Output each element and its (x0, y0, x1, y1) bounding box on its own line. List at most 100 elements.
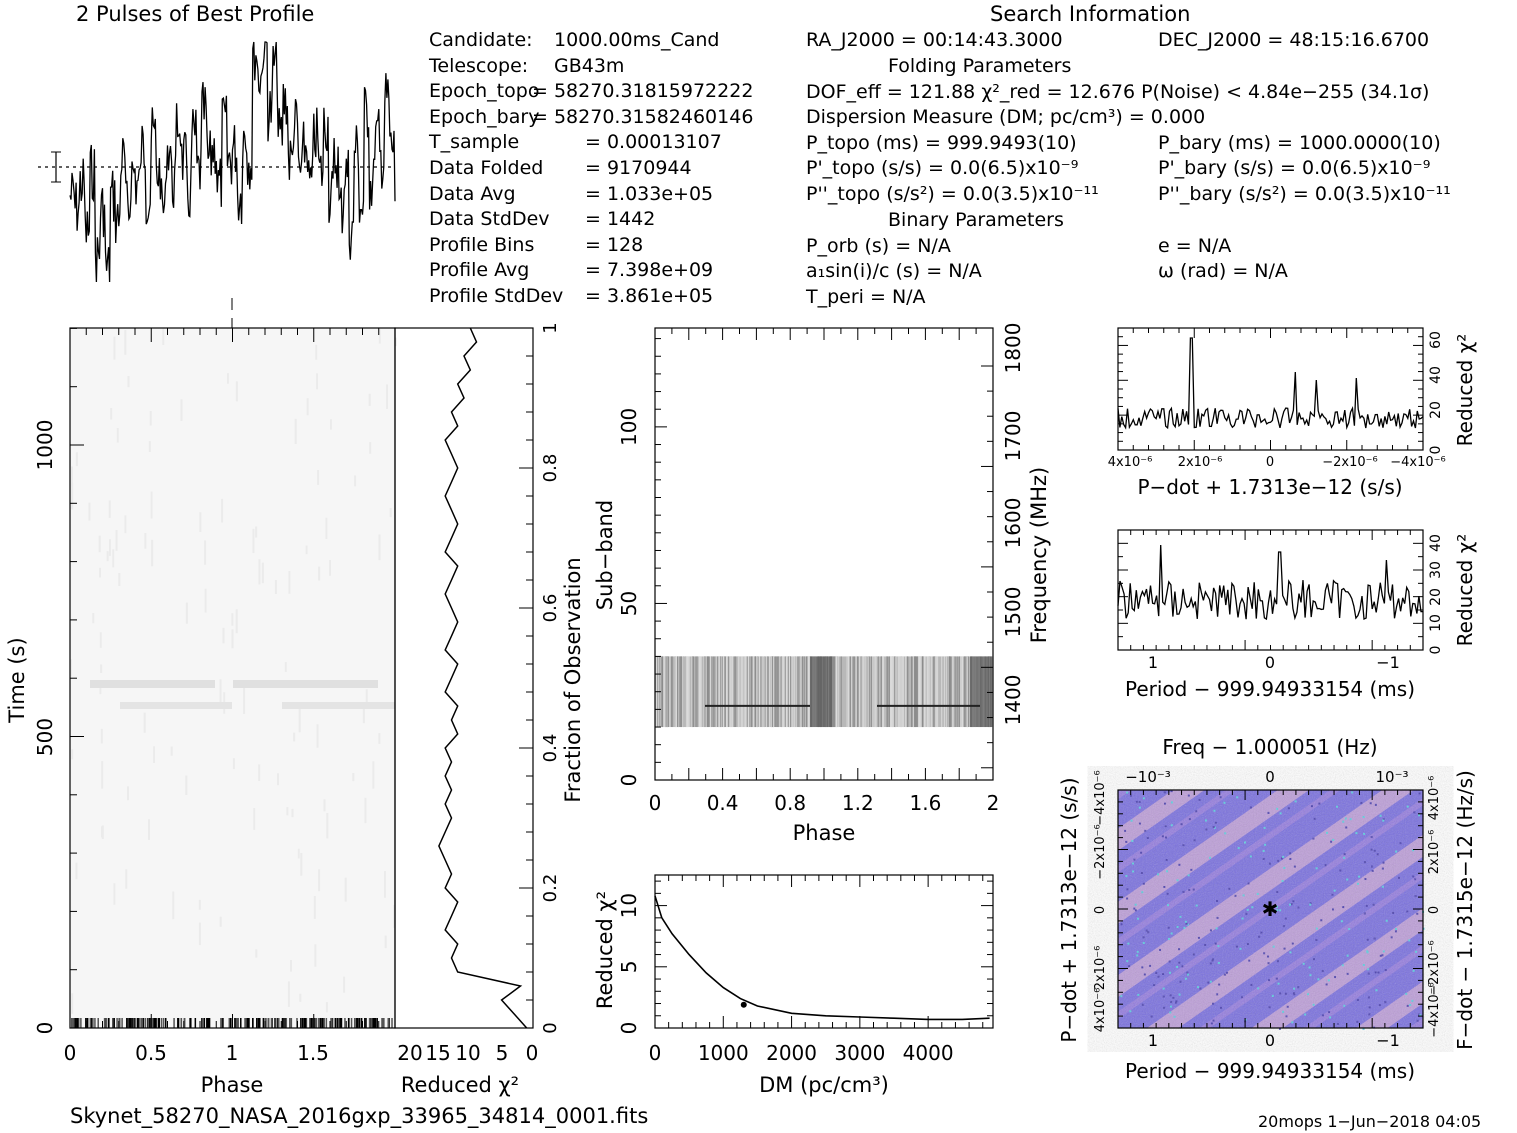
time-phase-bottom-row (201, 1018, 203, 1028)
subband-streak (698, 656, 700, 728)
x-tick-label: −1 (1376, 1031, 1400, 1050)
time-phase-speck (255, 949, 258, 958)
time-phase-speck (101, 761, 104, 789)
subband-streak (741, 656, 743, 728)
subband-streak (748, 656, 751, 728)
time-phase-bg (70, 328, 395, 1028)
time-phase-bottom-row (336, 1018, 338, 1028)
info-value-10: = 3.861e+05 (585, 285, 714, 307)
subband-streak (834, 656, 836, 728)
subband-streak (875, 656, 877, 728)
subband-streak (893, 656, 895, 728)
time-phase-speck (204, 540, 207, 565)
subband-streak (867, 656, 869, 728)
subband-streak (931, 656, 933, 728)
subband-streak (716, 656, 718, 728)
x-tick-label: 5 (496, 1041, 509, 1065)
time-phase-speck (364, 797, 367, 824)
chi2-time-line (438, 327, 528, 1029)
time-phase-band (282, 702, 395, 709)
time-phase-bottom-row (357, 1018, 359, 1028)
info-label-4: T_sample (429, 131, 520, 154)
time-phase-speck (226, 373, 229, 384)
y-tick-label: 60 (1428, 331, 1444, 349)
subband-streak (809, 656, 811, 728)
time-phase-speck (71, 749, 74, 760)
subband-streak (853, 656, 855, 728)
subband-streak (799, 656, 801, 728)
time-phase-bottom-row (94, 1018, 96, 1028)
subband-streak (766, 656, 768, 728)
time-phase-bottom-row (80, 1018, 82, 1028)
y-axis-label: P−dot + 1.7313e−12 (s/s) (1057, 777, 1081, 1042)
time-phase-speck (329, 559, 332, 576)
time-phase-bottom-row (236, 1018, 238, 1028)
subband-streak (759, 656, 761, 728)
time-phase-bottom-row (208, 1018, 211, 1028)
time-phase-bottom-row (376, 1018, 378, 1028)
time-phase-speck (318, 566, 321, 581)
subband-streak (912, 656, 915, 728)
time-phase-bottom-row (105, 1018, 108, 1028)
time-phase-bottom-row (153, 1018, 156, 1028)
time-phase-speck (293, 732, 296, 742)
info-value-3: = 58270.31582460146 (532, 105, 754, 128)
time-phase-bottom-row (103, 1018, 106, 1028)
time-phase-bottom-row (240, 1018, 242, 1028)
ppdot-speck (1278, 1027, 1281, 1030)
time-phase-bottom-row (340, 1018, 343, 1028)
subband-streak (661, 656, 663, 728)
time-phase-bottom-row (325, 1018, 328, 1028)
time-phase-speck (365, 689, 368, 703)
x-tick-label: −2x10⁻⁶ (1322, 455, 1377, 470)
time-phase-bottom-row (222, 1018, 224, 1028)
time-phase-bottom-row (383, 1018, 385, 1028)
subband-streak (714, 656, 716, 728)
dec-text: DEC_J2000 = 48:15:16.6700 (1158, 29, 1430, 51)
time-phase-bottom-row (331, 1018, 333, 1028)
subband-streak (695, 656, 697, 728)
time-phase-bottom-row (256, 1018, 258, 1028)
time-phase-bottom-row (220, 1018, 222, 1028)
time-phase-bottom-row (265, 1018, 267, 1028)
time-phase-speck (70, 466, 73, 487)
ppdot-speck (1362, 1027, 1365, 1030)
time-phase-speck (323, 799, 326, 812)
time-phase-bottom-row (111, 1018, 114, 1028)
time-phase-speck (258, 764, 261, 782)
subband-streak (729, 656, 731, 728)
time-phase-bottom-row (228, 1018, 231, 1028)
time-phase-bottom-row (311, 1018, 313, 1028)
x-axis-label: Phase (793, 821, 856, 845)
subband-streak (677, 656, 680, 728)
subband-streak (726, 656, 728, 728)
time-phase-speck (243, 687, 246, 714)
time-phase-bottom-row (158, 1018, 160, 1028)
time-phase-bottom-row (348, 1018, 350, 1028)
footer-stamp: 20mops 1−Jun−2018 04:05 (1258, 1112, 1482, 1131)
y2-tick-label: 0 (1427, 906, 1442, 914)
time-phase-speck (148, 819, 151, 840)
time-phase-bottom-row (244, 1018, 247, 1028)
x-tick-label: 10 (455, 1041, 480, 1065)
subband-streak (745, 656, 747, 728)
time-phase-speck (235, 609, 238, 634)
subband-streak (943, 656, 946, 728)
pddtopo-text: P''_topo (s/s²) = 0.0(3.5)x10⁻¹¹ (806, 183, 1099, 205)
subband-streak (789, 656, 791, 728)
info-label-2: Epoch_topo (429, 80, 540, 103)
time-phase-speck (71, 482, 74, 510)
subband-streak (936, 656, 939, 728)
time-phase-speck (151, 539, 154, 567)
y-tick-label: 2x10⁻⁶ (1093, 946, 1108, 991)
subband-streak (670, 656, 672, 728)
time-phase-bottom-row (370, 1018, 373, 1028)
time-phase-bottom-row (344, 1018, 346, 1028)
subband-streak (710, 656, 713, 728)
time-phase-speck (204, 588, 207, 613)
time-phase-speck (325, 1002, 328, 1013)
x-tick-label: 0 (1265, 653, 1275, 672)
time-phase-bottom-row (270, 1018, 273, 1028)
time-phase-speck (326, 812, 329, 839)
